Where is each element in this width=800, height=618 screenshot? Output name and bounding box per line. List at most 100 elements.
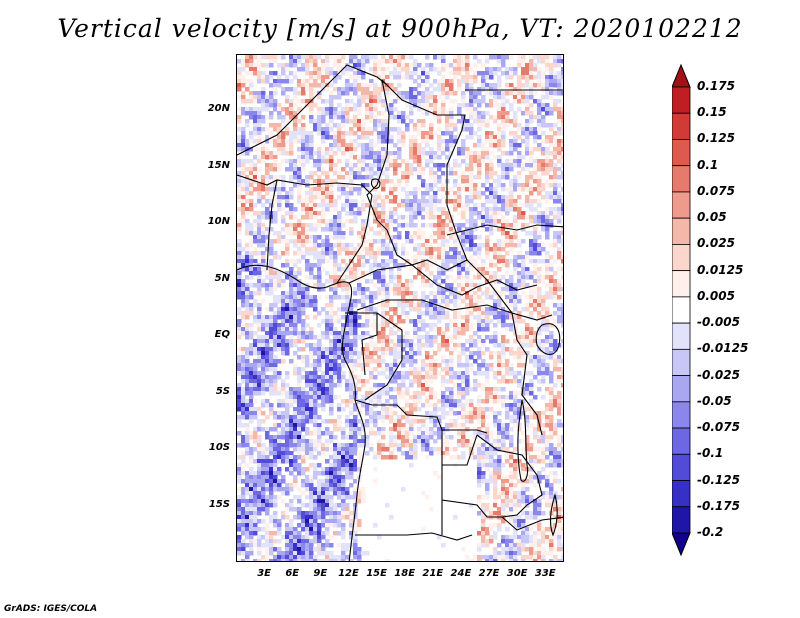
field-cell	[249, 383, 254, 388]
field-cell	[493, 171, 498, 176]
field-cell	[465, 367, 470, 372]
field-cell	[369, 407, 374, 412]
field-cell	[521, 275, 526, 280]
field-cell	[257, 155, 262, 160]
field-cell	[445, 243, 450, 248]
field-cell	[529, 171, 534, 176]
field-cell	[369, 299, 374, 304]
field-cell	[549, 315, 554, 320]
field-cell	[269, 259, 274, 264]
field-cell	[381, 263, 386, 268]
field-cell	[497, 91, 502, 96]
field-cell	[497, 411, 502, 416]
field-cell	[561, 223, 563, 228]
field-cell	[277, 115, 282, 120]
field-cell	[437, 219, 442, 224]
field-cell	[333, 231, 338, 236]
field-cell	[477, 283, 482, 288]
field-cell	[381, 279, 386, 284]
field-cell	[397, 391, 402, 396]
field-cell	[281, 175, 286, 180]
field-cell	[525, 119, 530, 124]
field-cell	[373, 327, 378, 332]
field-cell	[277, 335, 282, 340]
field-cell	[445, 379, 450, 384]
field-cell	[545, 75, 550, 80]
field-cell	[253, 115, 258, 120]
field-cell	[305, 403, 310, 408]
field-cell	[273, 195, 278, 200]
field-cell	[241, 411, 246, 416]
field-cell	[385, 87, 390, 92]
field-cell	[545, 55, 550, 60]
field-cell	[389, 187, 394, 192]
field-cell	[349, 343, 354, 348]
field-cell	[445, 363, 450, 368]
field-cell	[417, 235, 422, 240]
field-cell	[417, 351, 422, 356]
field-cell	[509, 195, 514, 200]
field-cell	[561, 287, 563, 292]
field-cell	[441, 367, 446, 372]
field-cell	[277, 323, 282, 328]
field-cell	[321, 67, 326, 72]
field-cell	[409, 211, 414, 216]
field-cell	[317, 363, 322, 368]
field-cell	[265, 231, 270, 236]
field-cell	[329, 155, 334, 160]
field-cell	[337, 147, 342, 152]
field-cell	[553, 131, 558, 136]
field-cell	[537, 291, 542, 296]
field-cell	[317, 295, 322, 300]
field-cell	[413, 59, 418, 64]
field-cell	[245, 227, 250, 232]
field-cell	[489, 339, 494, 344]
field-cell	[333, 267, 338, 272]
field-cell	[557, 379, 562, 384]
field-cell	[497, 95, 502, 100]
field-cell	[457, 391, 462, 396]
field-cell	[461, 103, 466, 108]
field-cell	[533, 291, 538, 296]
field-cell	[281, 187, 286, 192]
field-cell	[477, 335, 482, 340]
field-cell	[401, 263, 406, 268]
field-cell	[361, 203, 366, 208]
field-cell	[537, 111, 542, 116]
field-cell	[445, 259, 450, 264]
field-cell	[453, 319, 458, 324]
field-cell	[517, 195, 522, 200]
field-cell	[353, 359, 358, 364]
field-cell	[485, 371, 490, 376]
field-cell	[249, 375, 254, 380]
field-cell	[497, 251, 502, 256]
field-cell	[265, 247, 270, 252]
field-cell	[525, 75, 530, 80]
field-cell	[417, 107, 422, 112]
field-cell	[537, 175, 542, 180]
field-cell	[345, 379, 350, 384]
field-cell	[449, 363, 454, 368]
field-cell	[549, 379, 554, 384]
field-cell	[417, 167, 422, 172]
field-cell	[237, 275, 242, 280]
field-cell	[337, 183, 342, 188]
field-cell	[457, 303, 462, 308]
field-cell	[265, 63, 270, 68]
field-cell	[321, 155, 326, 160]
field-cell	[509, 403, 514, 408]
field-cell	[521, 127, 526, 132]
field-cell	[249, 167, 254, 172]
field-cell	[337, 195, 342, 200]
field-cell	[465, 219, 470, 224]
field-cell	[525, 339, 530, 344]
field-cell	[473, 119, 478, 124]
field-cell	[417, 379, 422, 384]
field-cell	[509, 167, 514, 172]
field-cell	[245, 311, 250, 316]
field-cell	[489, 187, 494, 192]
field-cell	[453, 323, 458, 328]
field-cell	[369, 351, 374, 356]
field-cell	[381, 283, 386, 288]
field-cell	[405, 239, 410, 244]
